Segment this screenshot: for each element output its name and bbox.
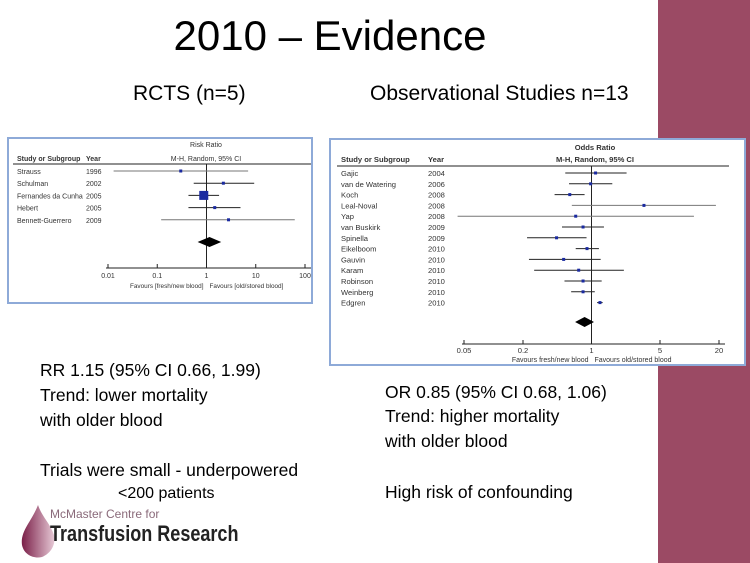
rct-heading: RCTS (n=5) xyxy=(133,82,246,105)
study-year: 2002 xyxy=(86,181,102,188)
pooled-diamond xyxy=(575,317,594,327)
study-name: Spinella xyxy=(341,234,369,243)
mcmaster-logo: McMaster Centre for Transfusion Research xyxy=(18,503,238,561)
point-estimate xyxy=(568,193,572,197)
study-name: Weinberg xyxy=(341,288,373,297)
chart-title: Risk Ratio xyxy=(190,142,222,149)
chart-subtitle: M-H, Random, 95% CI xyxy=(171,156,241,163)
point-estimate xyxy=(585,247,589,251)
study-year: 2004 xyxy=(428,169,445,178)
study-name: Fernandes da Cunha xyxy=(17,193,83,200)
x-tick-label: 10 xyxy=(252,273,260,280)
observational-forest-svg: Odds Ratio M-H, Random, 95% CI Study or Su… xyxy=(337,143,729,364)
point-estimate xyxy=(574,214,578,218)
confounding-note: High risk of confounding xyxy=(385,482,573,502)
study-year: 2005 xyxy=(86,193,102,200)
point-estimate xyxy=(213,206,217,210)
rr-trend: Trend: lower mortality xyxy=(40,385,208,405)
blood-drop-icon xyxy=(21,505,55,558)
x-tick-label: 5 xyxy=(658,346,662,355)
study-year: 2010 xyxy=(428,299,445,308)
study-name: van de Watering xyxy=(341,180,396,189)
study-year: 2009 xyxy=(86,218,102,225)
rct-forest-plot: Risk Ratio M-H, Random, 95% CI Study or Su… xyxy=(7,137,315,304)
x-tick-label: 100 xyxy=(299,273,311,280)
column-header-year: Year xyxy=(428,155,444,164)
rr-trend-2: with older blood xyxy=(40,410,163,430)
point-estimate xyxy=(642,203,646,207)
logo-line1: McMaster Centre for xyxy=(50,507,160,521)
study-year: 2010 xyxy=(428,245,445,254)
x-tick-label: 1 xyxy=(589,346,593,355)
x-tick-label: 0.1 xyxy=(152,273,162,280)
column-header-study: Study or Subgroup xyxy=(341,155,410,164)
point-estimate xyxy=(555,236,559,240)
chart-title: Odds Ratio xyxy=(575,143,616,152)
or-trend: Trend: higher mortality xyxy=(385,406,560,426)
study-name: Gauvin xyxy=(341,255,365,264)
x-tick-label: 0.01 xyxy=(101,273,115,280)
study-year: 2009 xyxy=(428,234,445,243)
study-year: 2010 xyxy=(428,277,445,286)
favours-left-label: Favours fresh/new blood xyxy=(512,357,589,364)
rr-summary: RR 1.15 (95% CI 0.66, 1.99) xyxy=(40,360,261,380)
study-name: Gajic xyxy=(341,169,359,178)
study-year: 2008 xyxy=(428,191,445,200)
x-tick-label: 0.2 xyxy=(518,346,529,355)
pooled-diamond xyxy=(197,237,222,247)
study-name: Yap xyxy=(341,212,354,221)
study-name: Koch xyxy=(341,191,358,200)
study-name: Strauss xyxy=(17,169,41,176)
study-year: 1996 xyxy=(86,169,102,176)
study-name: van Buskirk xyxy=(341,223,380,232)
study-name: Hebert xyxy=(17,206,38,213)
observational-heading: Observational Studies n=13 xyxy=(370,82,629,105)
study-name: Robinson xyxy=(341,277,373,286)
x-tick-label: 20 xyxy=(715,346,723,355)
favours-left-label: Favours [fresh/new blood] xyxy=(130,283,204,290)
point-estimate xyxy=(598,301,602,305)
study-name: Schulman xyxy=(17,181,48,188)
study-year: 2010 xyxy=(428,288,445,297)
point-estimate xyxy=(589,182,593,186)
column-header-study: Study or Subgroup xyxy=(17,156,80,163)
slide-title: 2010 – Evidence xyxy=(173,12,487,59)
rct-forest-svg: Risk Ratio M-H, Random, 95% CI Study or Su… xyxy=(13,142,315,290)
study-year: 2008 xyxy=(428,201,445,210)
logo-line2: Transfusion Research xyxy=(50,521,239,546)
point-estimate xyxy=(221,181,225,185)
x-tick-label: 1 xyxy=(205,273,209,280)
study-year: 2009 xyxy=(428,223,445,232)
study-name: Eikelboom xyxy=(341,245,376,254)
study-year: 2006 xyxy=(428,180,445,189)
x-tick-label: 0.05 xyxy=(457,346,472,355)
study-name: Bennett-Guerrero xyxy=(17,218,72,225)
study-year: 2008 xyxy=(428,212,445,221)
favours-right-label: Favours [old/stored blood] xyxy=(210,283,284,290)
point-estimate xyxy=(562,257,566,261)
study-year: 2005 xyxy=(86,206,102,213)
study-name: Leal-Noval xyxy=(341,201,378,210)
chart-subtitle: M-H, Random, 95% CI xyxy=(556,155,634,164)
point-estimate xyxy=(179,169,183,173)
study-name: Karam xyxy=(341,266,363,275)
trials-small: Trials were small - underpowered xyxy=(40,460,299,480)
column-header-year: Year xyxy=(86,156,101,163)
or-trend-2: with older blood xyxy=(385,431,508,451)
favours-right-label: Favours old/stored blood xyxy=(595,357,672,364)
patients-note: <200 patients xyxy=(118,485,215,502)
point-estimate xyxy=(199,190,209,200)
study-name: Edgren xyxy=(341,299,366,308)
or-summary: OR 0.85 (95% CI 0.68, 1.06) xyxy=(385,382,607,402)
study-year: 2010 xyxy=(428,255,445,264)
point-estimate xyxy=(227,218,231,222)
point-estimate xyxy=(577,268,581,272)
point-estimate xyxy=(581,290,585,294)
observational-forest-plot: Odds Ratio M-H, Random, 95% CI Study or Su… xyxy=(329,138,746,366)
point-estimate xyxy=(581,225,585,229)
point-estimate xyxy=(581,279,585,283)
study-year: 2010 xyxy=(428,266,445,275)
point-estimate xyxy=(594,171,598,175)
